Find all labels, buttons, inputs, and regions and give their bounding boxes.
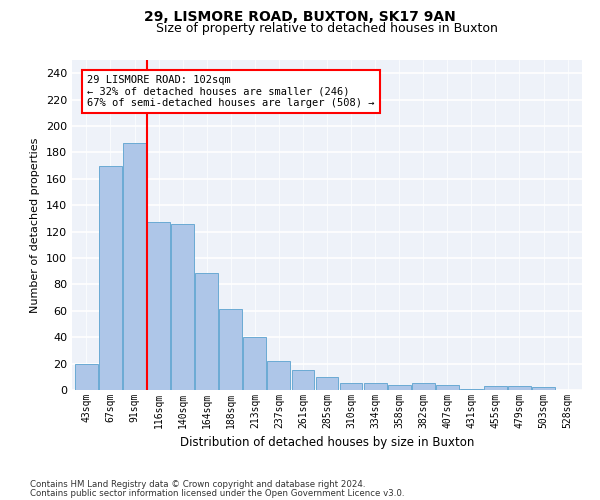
Bar (508, 386, 531, 390)
Bar (195, 272, 218, 390)
Bar (99, 166, 122, 390)
Text: Contains public sector information licensed under the Open Government Licence v3: Contains public sector information licen… (30, 488, 404, 498)
Bar (244, 337, 266, 390)
Text: Contains HM Land Registry data © Crown copyright and database right 2024.: Contains HM Land Registry data © Crown c… (30, 480, 365, 489)
Bar (147, 222, 170, 390)
X-axis label: Distribution of detached houses by size in Buxton: Distribution of detached houses by size … (180, 436, 474, 450)
Bar (292, 370, 314, 390)
Bar (75, 364, 98, 390)
Bar (412, 384, 434, 390)
Bar (436, 384, 459, 390)
Bar (171, 224, 194, 390)
Text: 29 LISMORE ROAD: 102sqm
← 32% of detached houses are smaller (246)
67% of semi-d: 29 LISMORE ROAD: 102sqm ← 32% of detache… (88, 75, 375, 108)
Bar (268, 361, 290, 390)
Bar (460, 388, 483, 390)
Bar (316, 377, 338, 390)
Bar (123, 143, 146, 390)
Bar (340, 384, 362, 390)
Bar (532, 388, 555, 390)
Bar (364, 384, 386, 390)
Bar (388, 384, 410, 390)
Y-axis label: Number of detached properties: Number of detached properties (31, 138, 40, 312)
Text: 29, LISMORE ROAD, BUXTON, SK17 9AN: 29, LISMORE ROAD, BUXTON, SK17 9AN (144, 10, 456, 24)
Bar (220, 310, 242, 390)
Bar (484, 386, 507, 390)
Title: Size of property relative to detached houses in Buxton: Size of property relative to detached ho… (156, 22, 498, 35)
